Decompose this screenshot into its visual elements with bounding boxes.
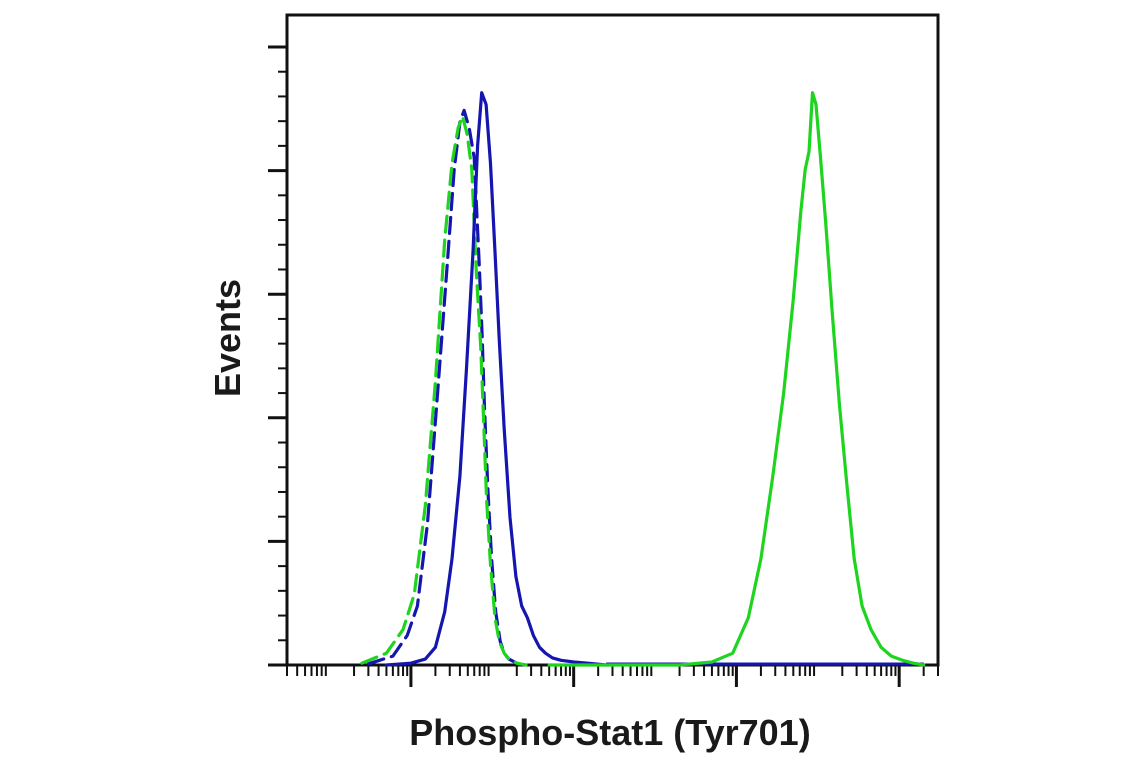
histogram-series-layer xyxy=(360,91,926,667)
plot-frame xyxy=(285,13,940,667)
x-axis-ticks xyxy=(286,665,939,687)
green-dashed-line xyxy=(360,114,528,667)
blue-solid-line xyxy=(384,91,608,667)
y-axis-ticks xyxy=(268,45,287,667)
green-solid-line xyxy=(547,91,926,667)
x-axis-title: Phospho-Stat1 (Tyr701) xyxy=(409,712,810,753)
y-axis-title: Events xyxy=(207,279,248,397)
